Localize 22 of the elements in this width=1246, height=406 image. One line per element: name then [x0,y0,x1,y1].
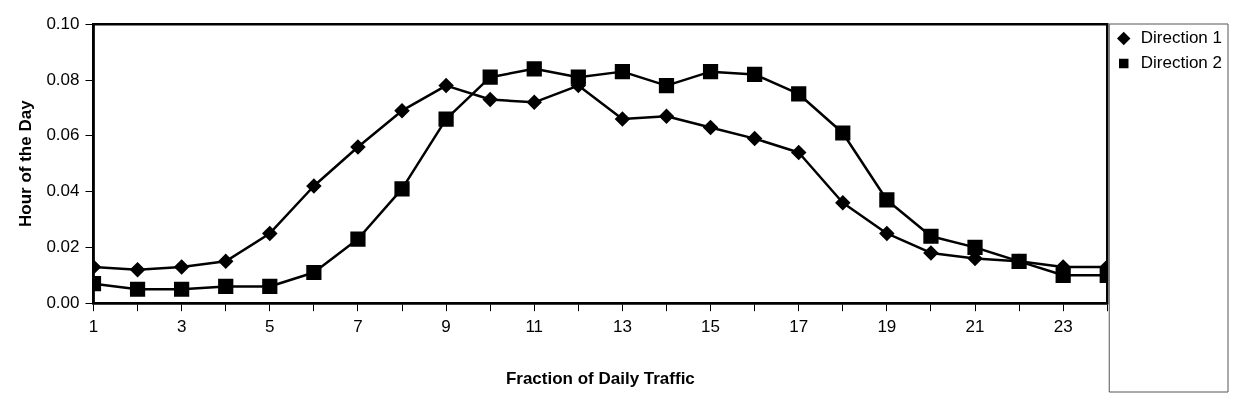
x-tick-label: 23 [1053,317,1073,337]
y-tick-label: 0.00 [46,292,80,312]
x-tick-label: 15 [701,317,721,337]
y-tick-label: 0.02 [46,237,80,257]
y-tick-label: 0.04 [46,181,80,201]
x-axis-title: Fraction of Daily Traffic [505,369,695,389]
y-tick-label: 0.06 [46,125,80,145]
x-tick-label: 9 [441,317,451,337]
x-tick-label: 1 [88,317,99,337]
y-axis-title: Hour of the Day [15,99,35,227]
x-tick-label: 3 [176,317,187,337]
x-tick-label: 19 [877,317,897,337]
x-tick-label: 21 [965,317,985,337]
x-tick-label: 11 [525,317,544,337]
x-tick-label: 5 [265,317,275,337]
legend-label: Direction 1 [1140,28,1223,48]
y-tick-label: 0.10 [46,13,80,33]
legend-label: Direction 2 [1140,53,1223,73]
x-tick-label: 13 [612,317,632,337]
x-tick-label: 17 [789,317,809,337]
y-tick-label: 0.08 [46,69,80,89]
x-tick-label: 7 [353,317,363,337]
